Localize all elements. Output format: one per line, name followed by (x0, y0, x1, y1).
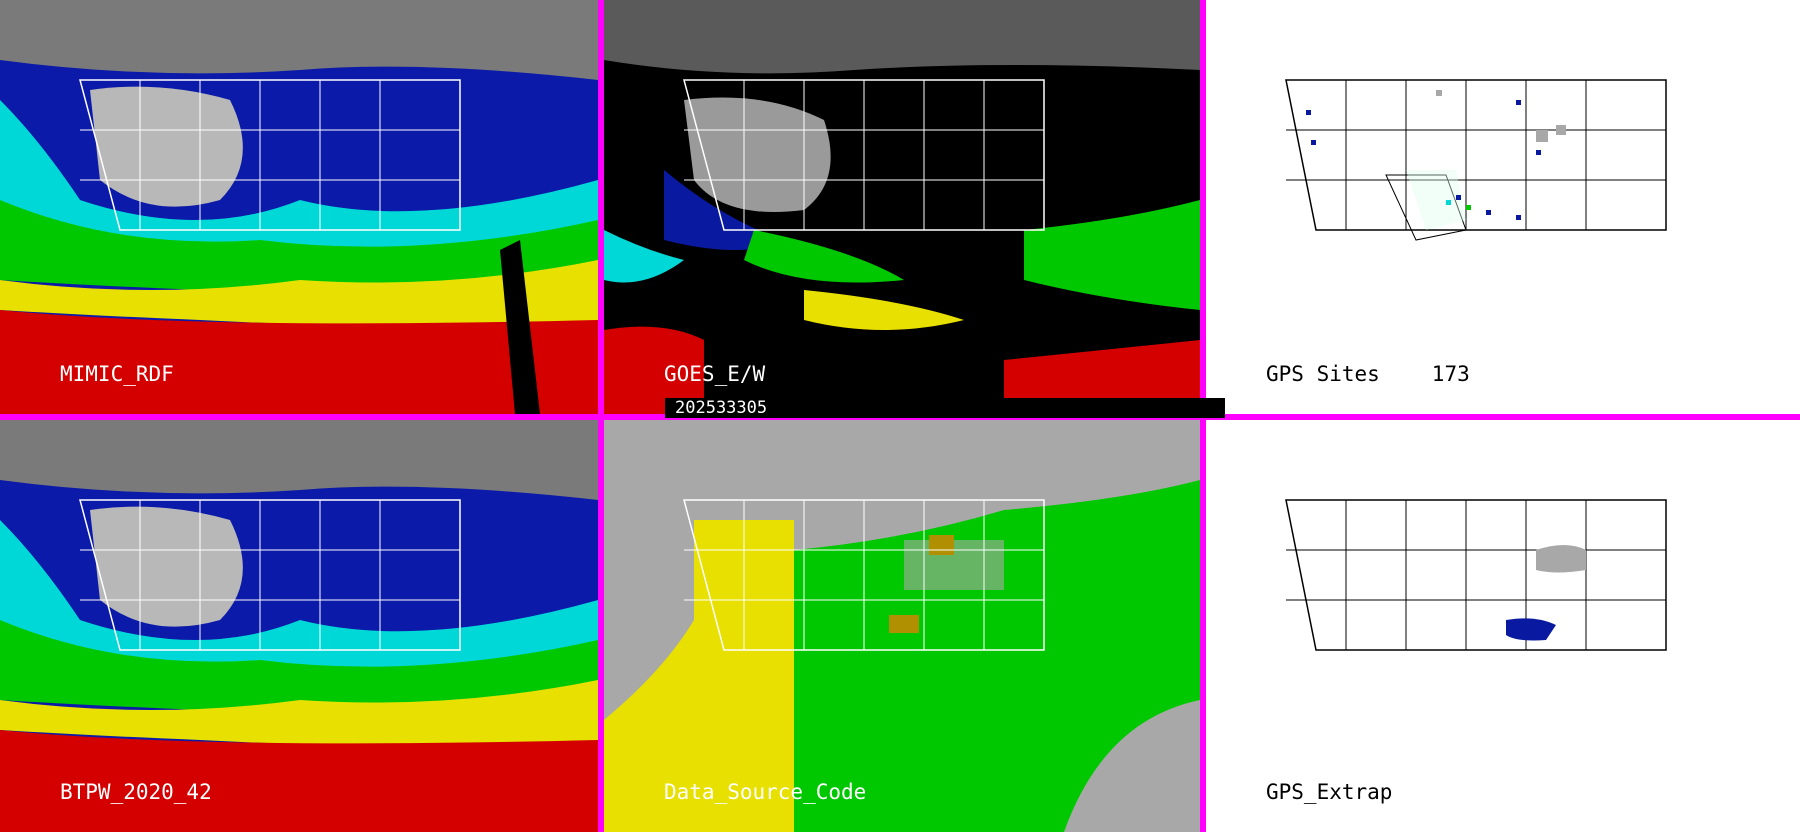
goes-panel: GOES_E/W (604, 0, 1200, 414)
timestamp-bar: 202533305 (665, 398, 1225, 418)
gps-sites-title: GPS Sites (1266, 362, 1380, 386)
gps-sites-map (1206, 0, 1800, 414)
btpw-map (0, 420, 598, 832)
mimic-map (0, 0, 598, 414)
goes-label: GOES_E/W (664, 362, 766, 386)
dsc-label: Data_Source_Code (664, 780, 867, 804)
goes-map (604, 0, 1200, 414)
dsc-panel: Data_Source_Code (604, 420, 1200, 832)
gps-extrap-map (1206, 420, 1800, 832)
btpw-panel: BTPW_2020_42 (0, 420, 598, 832)
gps-extrap-label: GPS_Extrap (1266, 780, 1393, 804)
gps-sites-label: GPS Sites 173 (1266, 362, 1470, 386)
gps-sites-count: 173 (1431, 362, 1470, 386)
gps-extrap-panel: GPS_Extrap (1206, 420, 1800, 832)
btpw-label: BTPW_2020_42 (60, 780, 212, 804)
timestamp: 202533305 (675, 398, 768, 418)
mimic-panel: MIMIC_RDF (0, 0, 598, 414)
gps-sites-panel: GPS Sites 173 (1206, 0, 1800, 414)
dsc-map (604, 420, 1200, 832)
mimic-label: MIMIC_RDF (60, 362, 174, 386)
